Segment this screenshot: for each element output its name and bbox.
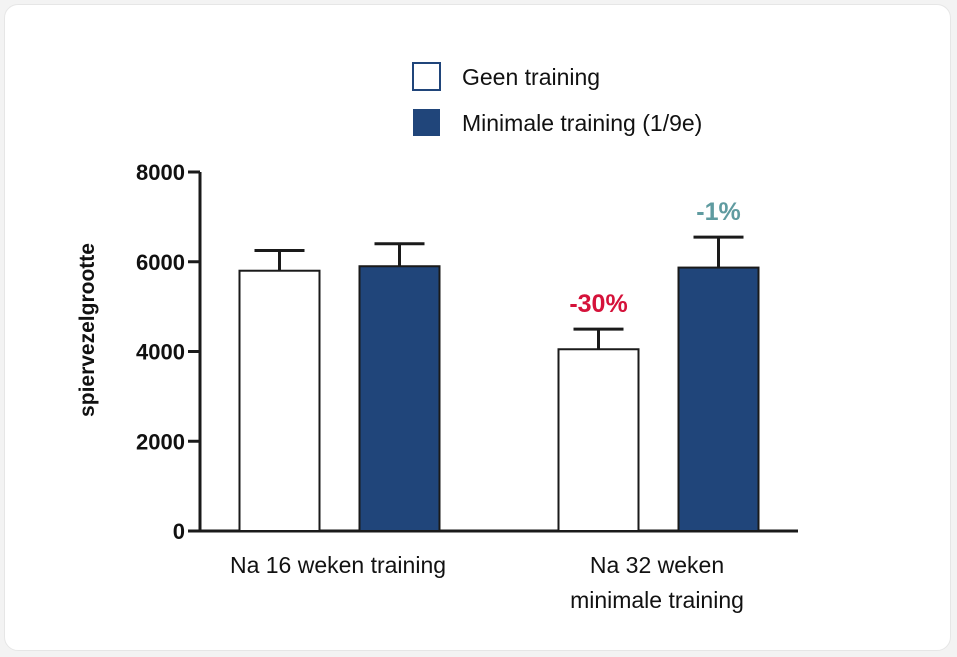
- legend: Geen training Minimale training (1/9e): [412, 62, 702, 136]
- bars: [238, 235, 760, 532]
- y-tick-label: 4000: [136, 340, 185, 365]
- y-tick-label: 2000: [136, 429, 185, 454]
- chart-card: [4, 4, 951, 651]
- y-tick-label: 8000: [136, 160, 185, 185]
- bar: [557, 348, 640, 532]
- bar-annotation: -1%: [696, 198, 740, 226]
- bar: [238, 269, 321, 532]
- legend-swatch-geen-training: [412, 62, 441, 91]
- legend-label-geen-training: Geen training: [462, 64, 600, 90]
- bar: [358, 265, 441, 532]
- y-tick-label: 6000: [136, 250, 185, 275]
- y-tick-label: 0: [173, 519, 185, 544]
- bar: [677, 266, 760, 532]
- y-axis-label: spiervezelgrootte: [76, 243, 99, 417]
- legend-label-minimale-training: Minimale training (1/9e): [462, 110, 702, 136]
- x-category-label: Na 16 weken training: [230, 552, 446, 578]
- x-category-label: Na 32 weken: [590, 552, 724, 578]
- legend-swatch-minimale-training: [413, 109, 440, 136]
- annotations: -30% -1%: [569, 198, 740, 318]
- x-category-label: minimale training: [570, 587, 744, 613]
- bar-annotation: -30%: [569, 290, 627, 318]
